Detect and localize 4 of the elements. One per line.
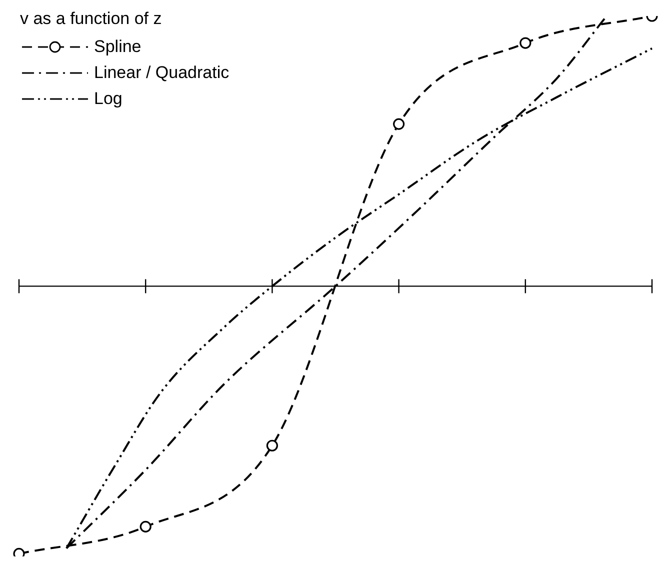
legend-label: Linear / Quadratic [94, 62, 230, 84]
legend-title: v as a function of z [20, 8, 163, 30]
legend-label: Spline [94, 36, 142, 58]
legend-label: Log [94, 88, 122, 110]
